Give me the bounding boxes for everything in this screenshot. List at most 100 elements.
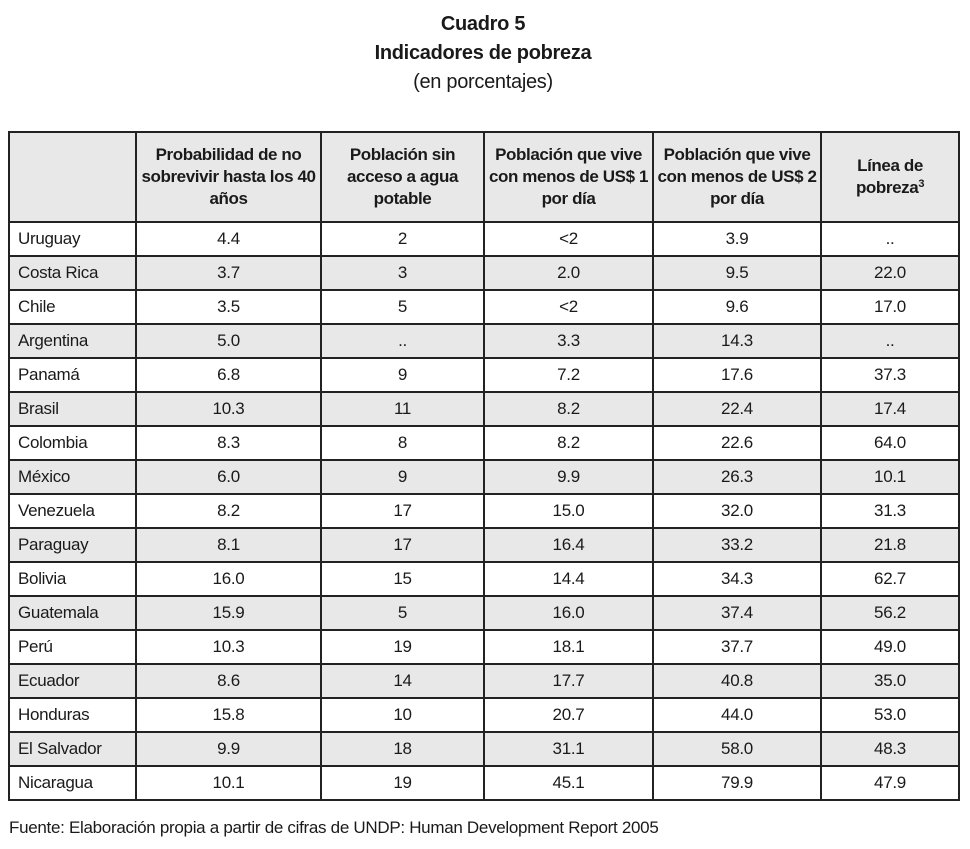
value-cell: 48.3 (820, 731, 960, 767)
value-cell: 3.7 (135, 255, 322, 291)
value-cell: 15 (320, 561, 485, 597)
country-cell: Venezuela (8, 493, 137, 529)
column-header-cell: Población sin acceso a agua potable (320, 131, 485, 223)
value-cell: 79.9 (652, 765, 822, 801)
value-cell: 14.3 (652, 323, 822, 359)
column-header-label: Línea de pobreza (855, 156, 923, 197)
value-cell: 16.0 (135, 561, 322, 597)
value-cell: 33.2 (652, 527, 822, 563)
source-note: Fuente: Elaboración propia a partir de c… (9, 818, 659, 837)
table-row: Costa Rica 3.7 3 2.0 9.5 22.0 (8, 255, 960, 291)
poverty-indicators-table: Probabilidad de no sobrevivir hasta los … (8, 131, 960, 801)
value-cell: 14.4 (483, 561, 654, 597)
value-cell: 8.1 (135, 527, 322, 563)
value-cell: 8.6 (135, 663, 322, 699)
value-cell: .. (820, 221, 960, 257)
value-cell: 2 (320, 221, 485, 257)
table-row: Bolivia 16.0 15 14.4 34.3 62.7 (8, 561, 960, 597)
country-cell: Paraguay (8, 527, 137, 563)
value-cell: 10 (320, 697, 485, 733)
value-cell: 19 (320, 765, 485, 801)
value-cell: 49.0 (820, 629, 960, 665)
value-cell: 37.3 (820, 357, 960, 393)
country-cell: Ecuador (8, 663, 137, 699)
value-cell: 15.8 (135, 697, 322, 733)
table-row: México 6.0 9 9.9 26.3 10.1 (8, 459, 960, 495)
value-cell: 17.4 (820, 391, 960, 427)
value-cell: .. (320, 323, 485, 359)
country-cell: Nicaragua (8, 765, 137, 801)
value-cell: 9.6 (652, 289, 822, 325)
table-row: Colombia 8.3 8 8.2 22.6 64.0 (8, 425, 960, 461)
value-cell: 2.0 (483, 255, 654, 291)
value-cell: 64.0 (820, 425, 960, 461)
value-cell: 31.1 (483, 731, 654, 767)
value-cell: 26.3 (652, 459, 822, 495)
country-cell: Colombia (8, 425, 137, 461)
table-row: Uruguay 4.4 2 <2 3.9.. (8, 221, 960, 257)
value-cell: 34.3 (652, 561, 822, 597)
value-cell: 53.0 (820, 697, 960, 733)
corner-header-cell (8, 131, 137, 223)
value-cell: 15.9 (135, 595, 322, 631)
value-cell: 9 (320, 459, 485, 495)
column-header-label: Población sin acceso a agua potable (346, 145, 459, 208)
value-cell: 18 (320, 731, 485, 767)
value-cell: 3.5 (135, 289, 322, 325)
table-row: Argentina 5.0.. 3.3 14.3.. (8, 323, 960, 359)
value-cell: 22.6 (652, 425, 822, 461)
value-cell: 3 (320, 255, 485, 291)
column-header-label: Probabilidad de no sobrevivir hasta los … (141, 145, 316, 208)
value-cell: 14 (320, 663, 485, 699)
value-cell: 40.8 (652, 663, 822, 699)
country-cell: El Salvador (8, 731, 137, 767)
value-cell: 5.0 (135, 323, 322, 359)
value-cell: 11 (320, 391, 485, 427)
value-cell: 35.0 (820, 663, 960, 699)
value-cell: 8.3 (135, 425, 322, 461)
country-cell: Bolivia (8, 561, 137, 597)
value-cell: 3.3 (483, 323, 654, 359)
table-title: Indicadores de pobreza (374, 42, 592, 64)
value-cell: 8 (320, 425, 485, 461)
value-cell: 17 (320, 527, 485, 563)
value-cell: 9.5 (652, 255, 822, 291)
value-cell: 21.8 (820, 527, 960, 563)
table-row: Paraguay 8.1 17 16.4 33.2 21.8 (8, 527, 960, 563)
value-cell: 17.0 (820, 289, 960, 325)
value-cell: 15.0 (483, 493, 654, 529)
value-cell: 18.1 (483, 629, 654, 665)
value-cell: 10.3 (135, 629, 322, 665)
value-cell: 8.2 (135, 493, 322, 529)
column-header-cell: Población que vive con menos de US$ 1 po… (483, 131, 654, 223)
value-cell: 10.3 (135, 391, 322, 427)
value-cell: 5 (320, 595, 485, 631)
footnote-marker: 3 (918, 178, 925, 190)
value-cell: 7.2 (483, 357, 654, 393)
country-cell: Argentina (8, 323, 137, 359)
country-cell: Perú (8, 629, 137, 665)
table-row: Guatemala 15.9 5 16.0 37.4 56.2 (8, 595, 960, 631)
value-cell: <2 (483, 289, 654, 325)
value-cell: 8.2 (483, 391, 654, 427)
value-cell: <2 (483, 221, 654, 257)
value-cell: 17.6 (652, 357, 822, 393)
value-cell: 17.7 (483, 663, 654, 699)
table-row: Panamá 6.8 9 7.2 17.6 37.3 (8, 357, 960, 393)
value-cell: .. (820, 323, 960, 359)
value-cell: 3.9 (652, 221, 822, 257)
country-cell: Chile (8, 289, 137, 325)
table-row: Brasil 10.3 11 8.2 22.4 17.4 (8, 391, 960, 427)
country-cell: Costa Rica (8, 255, 137, 291)
table-title-block: Cuadro 5 Indicadores de pobreza (en porc… (8, 10, 958, 97)
value-cell: 58.0 (652, 731, 822, 767)
value-cell: 47.9 (820, 765, 960, 801)
table-row: Ecuador 8.6 14 17.7 40.8 35.0 (8, 663, 960, 699)
value-cell: 17 (320, 493, 485, 529)
value-cell: 10.1 (820, 459, 960, 495)
country-cell: Uruguay (8, 221, 137, 257)
table-row: Venezuela 8.2 17 15.0 32.0 31.3 (8, 493, 960, 529)
value-cell: 9.9 (483, 459, 654, 495)
value-cell: 62.7 (820, 561, 960, 597)
